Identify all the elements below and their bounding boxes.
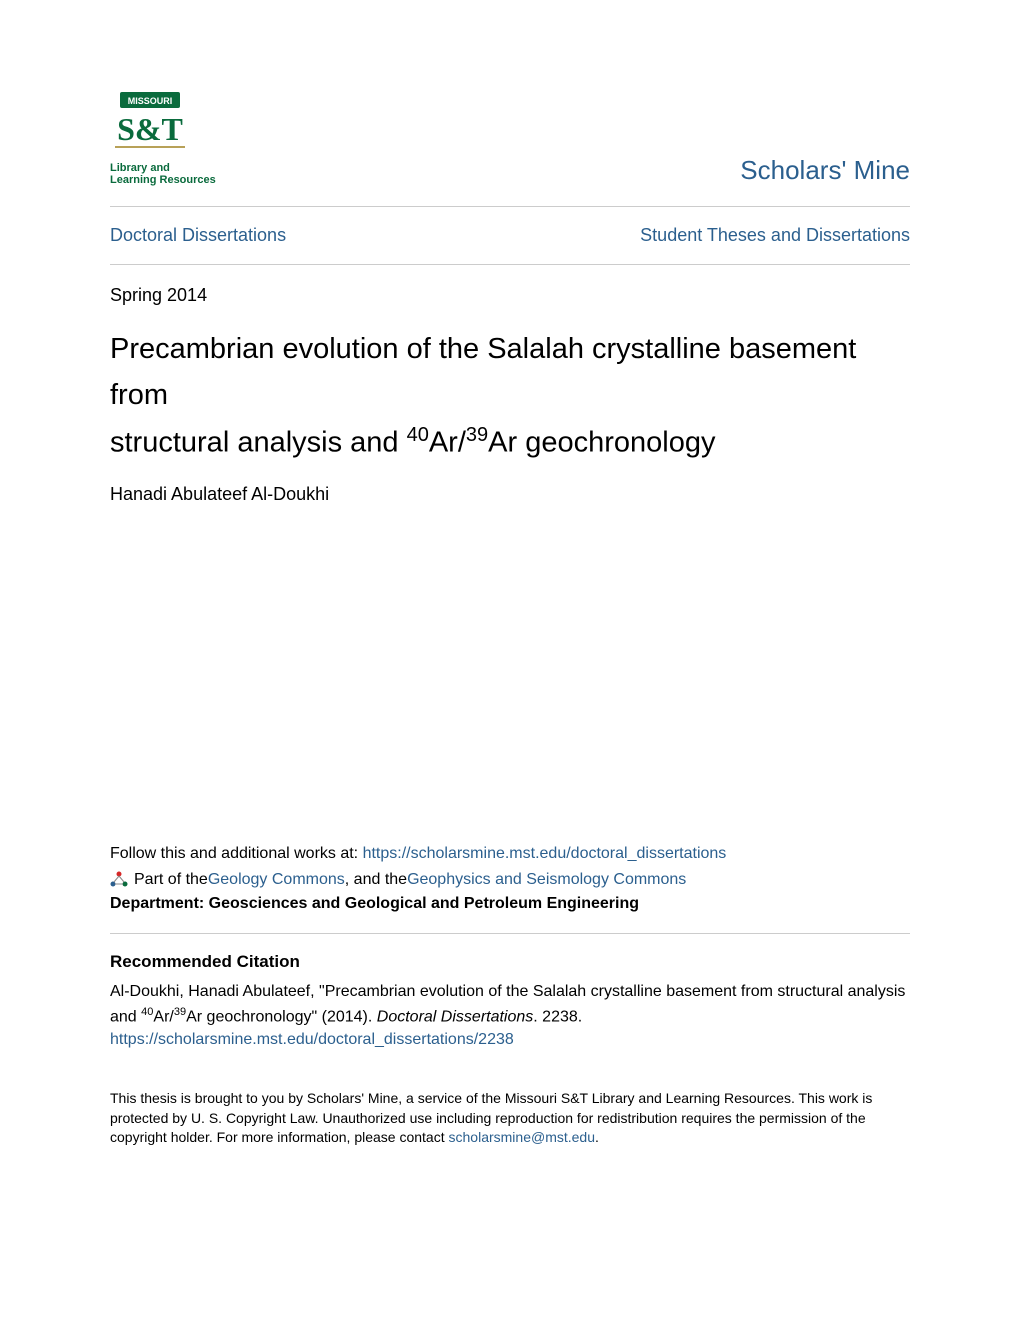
superscript-39: 39 (466, 424, 488, 446)
svg-text:S&T: S&T (117, 111, 183, 147)
institution-logo[interactable]: MISSOURI S&T Library and Learning Resour… (110, 90, 216, 186)
contact-email-link[interactable]: scholarsmine@mst.edu (449, 1129, 596, 1145)
citation-suffix: Ar geochronology" (2014). (186, 1008, 377, 1025)
divider (110, 264, 910, 265)
department-label: Department: Geosciences and Geological a… (110, 895, 910, 913)
breadcrumb: Doctoral Dissertations Student Theses an… (110, 215, 910, 256)
citation-series: Doctoral Dissertations (377, 1008, 534, 1025)
network-icon (110, 871, 128, 889)
citation-item-num: . 2238. (533, 1008, 582, 1025)
svg-text:MISSOURI: MISSOURI (128, 96, 173, 106)
footer-period: . (595, 1129, 599, 1145)
missouri-st-logo-icon: MISSOURI S&T (110, 90, 200, 160)
follow-prefix: Follow this and additional works at: (110, 845, 363, 862)
title-line-2-prefix: structural analysis and (110, 426, 407, 458)
page-header: MISSOURI S&T Library and Learning Resour… (110, 90, 910, 186)
commons-link-geophysics[interactable]: Geophysics and Seismology Commons (407, 871, 686, 889)
logo-subtitle-1: Library and (110, 162, 170, 174)
divider (110, 933, 910, 934)
author-name: Hanadi Abulateef Al-Doukhi (110, 484, 910, 505)
collection-url-link[interactable]: https://scholarsmine.mst.edu/doctoral_di… (363, 845, 727, 862)
title-mid: Ar/ (429, 426, 466, 458)
recommended-citation-heading: Recommended Citation (110, 952, 910, 972)
title-line-1: Precambrian evolution of the Salalah cry… (110, 333, 856, 411)
footer-rights-text: This thesis is brought to you by Scholar… (110, 1089, 910, 1148)
site-title-link[interactable]: Scholars' Mine (740, 155, 910, 186)
citation-url-link[interactable]: https://scholarsmine.mst.edu/doctoral_di… (110, 1031, 910, 1049)
divider (110, 206, 910, 207)
follow-works-text: Follow this and additional works at: htt… (110, 845, 910, 863)
superscript-40: 40 (407, 424, 429, 446)
breadcrumb-collection-link[interactable]: Doctoral Dissertations (110, 225, 286, 246)
cite-mid1: Ar/ (153, 1008, 173, 1025)
commons-link-geology[interactable]: Geology Commons (208, 871, 345, 889)
article-title: Precambrian evolution of the Salalah cry… (110, 326, 910, 466)
logo-subtitle-2: Learning Resources (110, 174, 216, 186)
title-suffix: Ar geochronology (488, 426, 715, 458)
citation-text: Al-Doukhi, Hanadi Abulateef, "Precambria… (110, 980, 910, 1029)
part-of-commons: Part of the Geology Commons , and the Ge… (110, 871, 910, 889)
cite-sup-39: 39 (174, 1006, 186, 1018)
part-of-mid: , and the (345, 871, 407, 889)
publication-date: Spring 2014 (110, 285, 910, 306)
cite-sup-40: 40 (141, 1006, 153, 1018)
breadcrumb-parent-link[interactable]: Student Theses and Dissertations (640, 225, 910, 246)
part-of-prefix: Part of the (134, 871, 208, 889)
